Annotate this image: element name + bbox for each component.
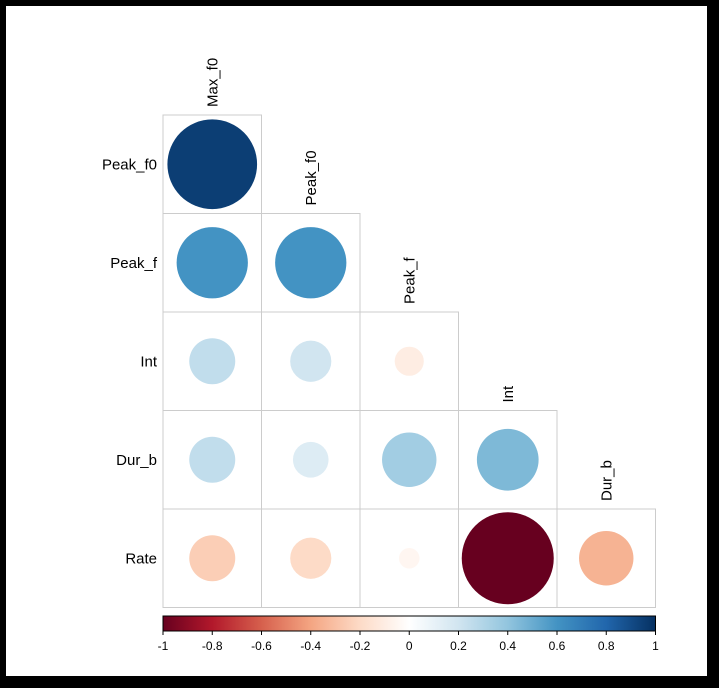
correlation-circle [189,436,236,483]
column-label: Peak_f0 [303,150,320,205]
colorbar-tick-label: 0.4 [499,639,516,653]
row-label: Int [140,353,158,370]
correlation-circle [398,547,420,569]
correlation-circle [292,441,329,478]
colorbar-tick-label: 0.8 [598,639,615,653]
colorbar-tick-label: -1 [158,639,169,653]
colorbar-tick-label: 1 [652,639,659,653]
colorbar-tick-label: -0.4 [300,639,321,653]
correlation-circle [394,346,424,376]
correlation-circle [189,338,236,385]
column-label: Peak_f [401,256,418,304]
correlation-circle [476,428,539,491]
row-label: Rate [125,550,157,567]
row-label: Dur_b [116,452,157,469]
row-label: Peak_f [110,255,158,272]
correlation-plot: Peak_f0Peak_fIntDur_bRateMax_f0Peak_f0Pe… [102,58,659,653]
colorbar-tick-label: 0.2 [450,639,467,653]
column-label: Int [500,385,517,403]
column-label: Dur_b [598,460,615,501]
column-label: Max_f0 [204,58,221,107]
correlation-circle [167,119,258,210]
correlation-circle [290,340,332,382]
correlation-circle [461,512,554,605]
colorbar-tick-label: -0.6 [251,639,272,653]
colorbar-tick-label: 0.6 [549,639,566,653]
correlation-circle [176,227,248,299]
correlation-circle [290,537,332,579]
correlation-circle [579,531,634,586]
correlation-circle [275,227,347,299]
grid-cell [261,410,361,510]
correlation-circle [189,535,236,582]
colorbar [162,615,656,632]
colorbar-tick-label: 0 [406,639,413,653]
colorbar-tick-label: -0.2 [350,639,371,653]
chart-frame: Peak_f0 Peak_f Int Dur_b Rate Max_f0 Peak_f0 Pe… [6,6,707,676]
correlation-circle [382,432,437,487]
row-label: Peak_f0 [102,156,157,173]
colorbar-tick-label: -0.8 [202,639,223,653]
